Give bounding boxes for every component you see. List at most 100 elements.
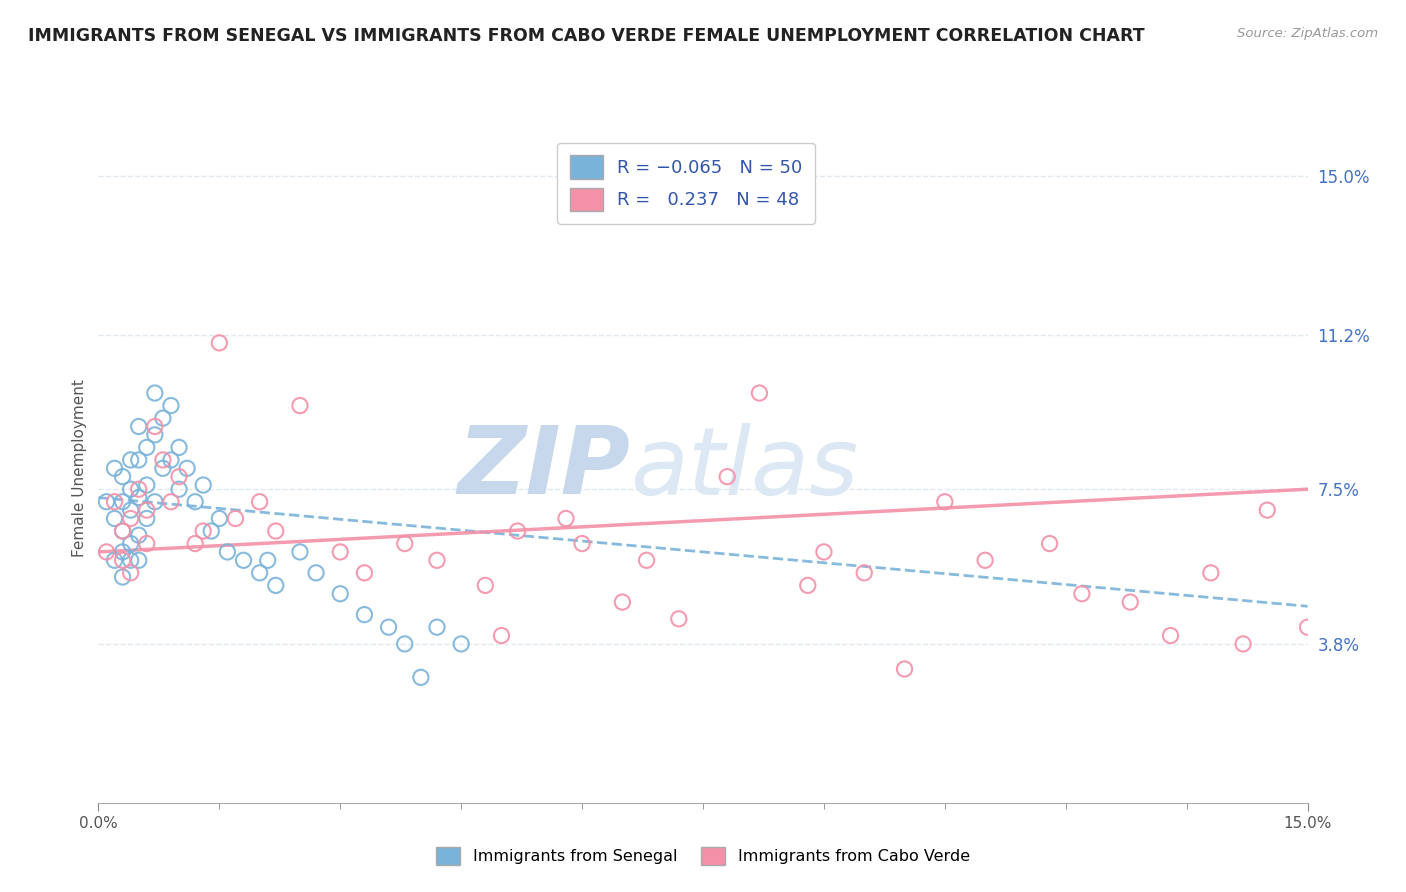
Y-axis label: Female Unemployment: Female Unemployment: [72, 379, 87, 558]
Point: [377, 620, 399, 634]
Point: [748, 386, 770, 401]
Point: [128, 528, 150, 542]
Point: [256, 553, 278, 567]
Point: [797, 578, 820, 592]
Point: [329, 545, 352, 559]
Point: [96, 545, 118, 559]
Point: [208, 335, 231, 350]
Point: [120, 566, 142, 580]
Point: [120, 511, 142, 525]
Point: [555, 511, 578, 525]
Point: [103, 495, 125, 509]
Point: [120, 453, 142, 467]
Point: [184, 536, 207, 550]
Point: [135, 503, 157, 517]
Point: [394, 536, 416, 550]
Point: [111, 545, 134, 559]
Point: [128, 419, 150, 434]
Point: [813, 545, 835, 559]
Point: [152, 411, 174, 425]
Point: [96, 495, 118, 509]
Point: [1119, 595, 1142, 609]
Point: [152, 461, 174, 475]
Point: [288, 545, 311, 559]
Point: [249, 566, 271, 580]
Point: [208, 511, 231, 525]
Point: [474, 578, 496, 592]
Point: [668, 612, 690, 626]
Point: [893, 662, 915, 676]
Point: [716, 469, 738, 483]
Point: [167, 482, 190, 496]
Point: [288, 399, 311, 413]
Point: [143, 428, 166, 442]
Point: [111, 553, 134, 567]
Point: [426, 553, 449, 567]
Point: [636, 553, 658, 567]
Point: [160, 399, 183, 413]
Point: [200, 524, 222, 538]
Point: [450, 637, 472, 651]
Point: [353, 566, 375, 580]
Point: [152, 453, 174, 467]
Point: [426, 620, 449, 634]
Text: Source: ZipAtlas.com: Source: ZipAtlas.com: [1237, 27, 1378, 40]
Point: [135, 478, 157, 492]
Point: [1070, 587, 1092, 601]
Point: [305, 566, 328, 580]
Point: [491, 628, 513, 642]
Point: [1199, 566, 1222, 580]
Point: [934, 495, 956, 509]
Point: [264, 578, 287, 592]
Point: [143, 386, 166, 401]
Point: [111, 524, 134, 538]
Point: [853, 566, 876, 580]
Point: [1160, 628, 1182, 642]
Point: [167, 441, 190, 455]
Point: [128, 482, 150, 496]
Point: [249, 495, 271, 509]
Point: [217, 545, 239, 559]
Point: [974, 553, 997, 567]
Point: [135, 536, 157, 550]
Point: [409, 670, 432, 684]
Point: [264, 524, 287, 538]
Point: [135, 441, 157, 455]
Point: [612, 595, 634, 609]
Point: [128, 553, 150, 567]
Point: [143, 495, 166, 509]
Point: [506, 524, 529, 538]
Point: [571, 536, 593, 550]
Point: [232, 553, 254, 567]
Text: atlas: atlas: [630, 423, 859, 514]
Point: [1296, 620, 1319, 634]
Legend: Immigrants from Senegal, Immigrants from Cabo Verde: Immigrants from Senegal, Immigrants from…: [430, 840, 976, 871]
Point: [394, 637, 416, 651]
Point: [193, 524, 215, 538]
Point: [128, 491, 150, 505]
Point: [111, 495, 134, 509]
Point: [143, 419, 166, 434]
Point: [193, 478, 215, 492]
Point: [176, 461, 198, 475]
Point: [103, 553, 125, 567]
Point: [1039, 536, 1062, 550]
Point: [111, 524, 134, 538]
Point: [167, 469, 190, 483]
Point: [103, 461, 125, 475]
Text: ZIP: ZIP: [457, 422, 630, 515]
Point: [103, 511, 125, 525]
Point: [111, 469, 134, 483]
Point: [120, 553, 142, 567]
Point: [135, 511, 157, 525]
Point: [353, 607, 375, 622]
Point: [160, 495, 183, 509]
Point: [224, 511, 246, 525]
Point: [1256, 503, 1278, 517]
Point: [111, 570, 134, 584]
Point: [120, 536, 142, 550]
Point: [184, 495, 207, 509]
Point: [1232, 637, 1254, 651]
Point: [120, 482, 142, 496]
Text: IMMIGRANTS FROM SENEGAL VS IMMIGRANTS FROM CABO VERDE FEMALE UNEMPLOYMENT CORREL: IMMIGRANTS FROM SENEGAL VS IMMIGRANTS FR…: [28, 27, 1144, 45]
